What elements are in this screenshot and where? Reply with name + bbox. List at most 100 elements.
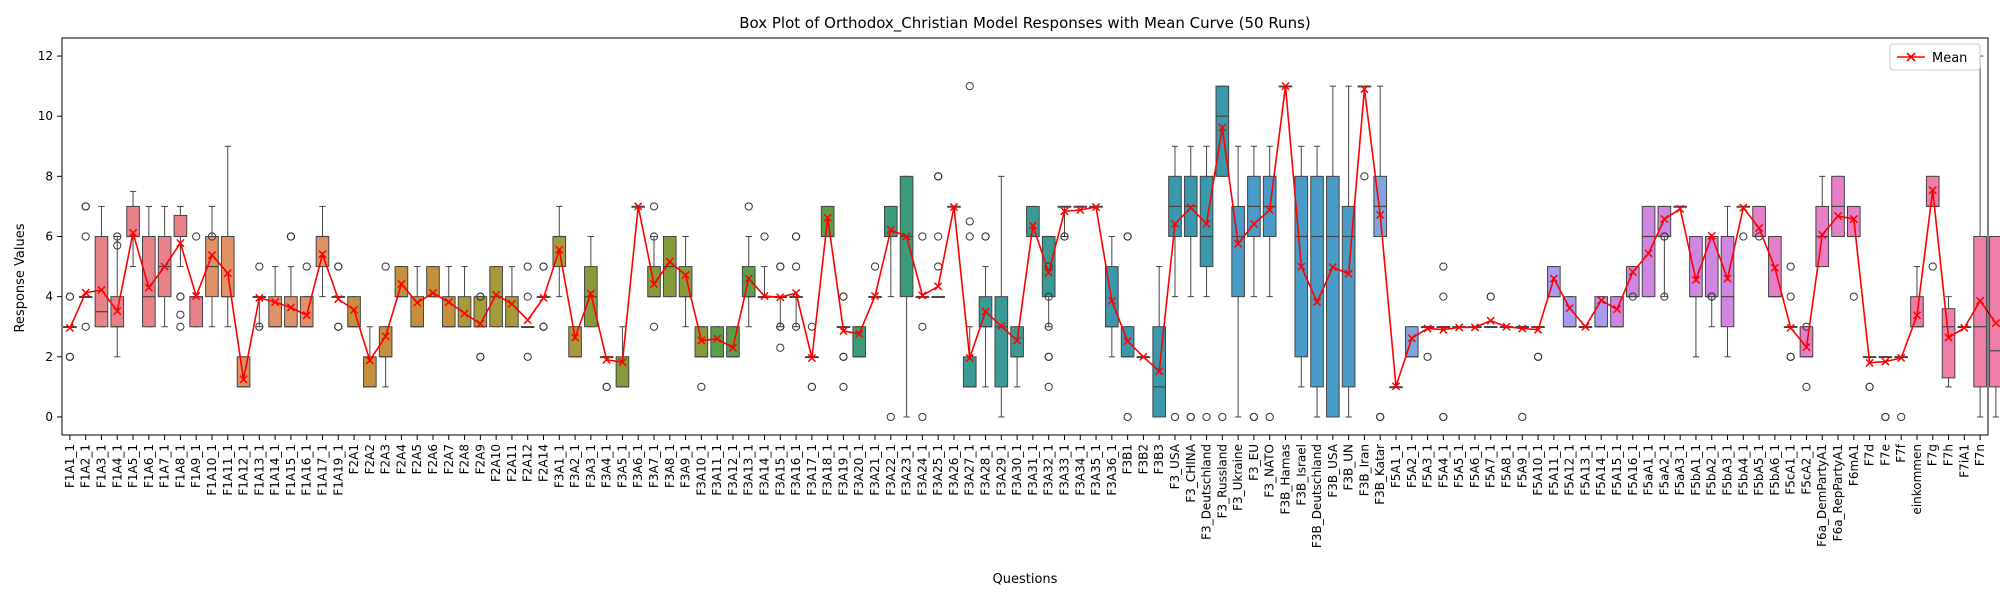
x-tick-label: F5aA3_1 bbox=[1673, 444, 1687, 495]
mean-marker bbox=[1028, 221, 1038, 230]
box-F1A17_1 bbox=[315, 205, 330, 298]
x-tick-label: F3A27_1 bbox=[963, 444, 977, 496]
box-F3_Ukraine bbox=[1231, 145, 1245, 418]
x-tick-label: F3A36_1 bbox=[1105, 444, 1119, 496]
mean-marker bbox=[428, 288, 438, 298]
outlier-point bbox=[1865, 382, 1874, 391]
mean-marker bbox=[1676, 204, 1685, 213]
mean-marker bbox=[97, 285, 106, 295]
box-F5A7_1 bbox=[1483, 292, 1498, 329]
x-tick-label: F1A13_1 bbox=[252, 444, 266, 496]
mean-marker bbox=[1691, 275, 1701, 284]
x-tick-label: F5A1_1 bbox=[1389, 444, 1403, 488]
outlier-point bbox=[1849, 292, 1858, 301]
x-tick-label: F1A4_1 bbox=[110, 444, 124, 488]
x-tick-label: F5A8_1 bbox=[1500, 444, 1514, 488]
x-tick-label: F3A22_1 bbox=[884, 444, 898, 496]
mean-marker bbox=[791, 288, 801, 298]
outlier-point bbox=[1123, 412, 1132, 422]
x-tick-label: F1A19_1 bbox=[331, 444, 345, 496]
mean-marker bbox=[1170, 219, 1180, 228]
mean-marker bbox=[176, 238, 185, 248]
x-tick-label: F5A10_1 bbox=[1531, 444, 1545, 496]
mean-marker bbox=[649, 279, 659, 289]
box-undefined bbox=[1989, 236, 2000, 418]
mean-marker bbox=[1644, 249, 1653, 258]
mean-marker bbox=[539, 293, 548, 302]
mean-marker bbox=[460, 309, 469, 318]
mean-marker bbox=[1565, 303, 1574, 313]
mean-marker bbox=[144, 283, 153, 292]
mean-marker bbox=[1975, 296, 1985, 305]
x-tick-label: F3B3 bbox=[1152, 444, 1166, 474]
outlier-point bbox=[1928, 262, 1937, 271]
outlier-point bbox=[476, 292, 485, 301]
x-tick-label: F2A2 bbox=[363, 444, 377, 474]
x-tick-label: F7n bbox=[1973, 444, 1987, 466]
box-F7n bbox=[1973, 55, 1987, 418]
legend: Mean bbox=[1889, 43, 1981, 71]
x-tick-label: F1A12_1 bbox=[237, 444, 251, 496]
x-tick-label: F2A6 bbox=[426, 444, 440, 474]
mean-marker bbox=[1155, 367, 1164, 376]
mean-marker bbox=[81, 288, 90, 297]
mean-marker bbox=[713, 334, 722, 343]
mean-marker bbox=[1818, 230, 1827, 239]
mean-marker bbox=[1233, 239, 1243, 248]
outlier-point bbox=[776, 343, 785, 352]
outlier-point bbox=[334, 322, 343, 331]
x-tick-label: F1A5_1 bbox=[126, 444, 140, 488]
mean-marker bbox=[1076, 205, 1085, 215]
x-tick-label: F5A11_1 bbox=[1547, 444, 1561, 496]
x-tick-label: F3B_Deutschland bbox=[1310, 444, 1324, 548]
mean-marker bbox=[807, 353, 817, 363]
mean-marker bbox=[381, 332, 390, 341]
box-F3A33_1 bbox=[1057, 205, 1072, 241]
x-tick-label: F3_Deutschland bbox=[1200, 444, 1214, 540]
x-tick-label: F5A13_1 bbox=[1578, 444, 1592, 496]
box-F7e bbox=[1878, 356, 1893, 422]
outlier-point bbox=[1123, 232, 1132, 241]
x-tick-label: F5cA1_1 bbox=[1784, 444, 1798, 495]
outlier-point bbox=[791, 322, 801, 331]
x-tick-label: F5A2_1 bbox=[1405, 444, 1419, 488]
mean-marker bbox=[1549, 274, 1558, 283]
x-tick-label: F3A12_1 bbox=[726, 444, 740, 496]
outlier-point bbox=[523, 262, 532, 271]
x-tick-label: F3A3_1 bbox=[584, 444, 598, 488]
mean-marker bbox=[413, 298, 422, 307]
outlier-point bbox=[302, 262, 311, 271]
x-tick-label: F3B_Israel bbox=[1294, 444, 1308, 506]
box-iqr bbox=[852, 326, 867, 358]
x-tick-label: F2A4 bbox=[394, 444, 408, 474]
x-tick-label: F3A28_1 bbox=[979, 444, 993, 496]
legend-box bbox=[1889, 43, 1981, 71]
outlier-point bbox=[1660, 292, 1669, 301]
mean-marker bbox=[634, 202, 643, 211]
box-iqr bbox=[220, 236, 235, 298]
mean-marker bbox=[1518, 324, 1527, 333]
box-F2A4 bbox=[394, 266, 409, 298]
box-iqr bbox=[994, 296, 1009, 388]
outlier-point bbox=[1533, 352, 1543, 361]
box-iqr bbox=[142, 236, 156, 328]
x-tick-label: F2A1 bbox=[347, 444, 361, 474]
outlier-point bbox=[649, 232, 659, 241]
mean-marker bbox=[1249, 219, 1259, 228]
x-tick-label: F3B_USA bbox=[1326, 443, 1340, 497]
mean-marker bbox=[1455, 323, 1464, 332]
x-tick-label: F3B1 bbox=[1121, 444, 1135, 474]
mean-marker bbox=[444, 297, 453, 307]
outlier-point bbox=[602, 382, 611, 391]
outlier-point bbox=[176, 310, 185, 319]
mean-marker bbox=[1865, 358, 1874, 367]
mean-marker bbox=[334, 294, 343, 304]
outlier-point bbox=[65, 352, 74, 361]
mean-marker bbox=[555, 245, 564, 254]
mean-marker bbox=[1312, 297, 1322, 307]
box-iqr bbox=[1989, 236, 2000, 388]
mean-marker bbox=[586, 289, 595, 298]
mean-marker bbox=[1928, 186, 1937, 195]
box-iqr bbox=[173, 214, 188, 238]
